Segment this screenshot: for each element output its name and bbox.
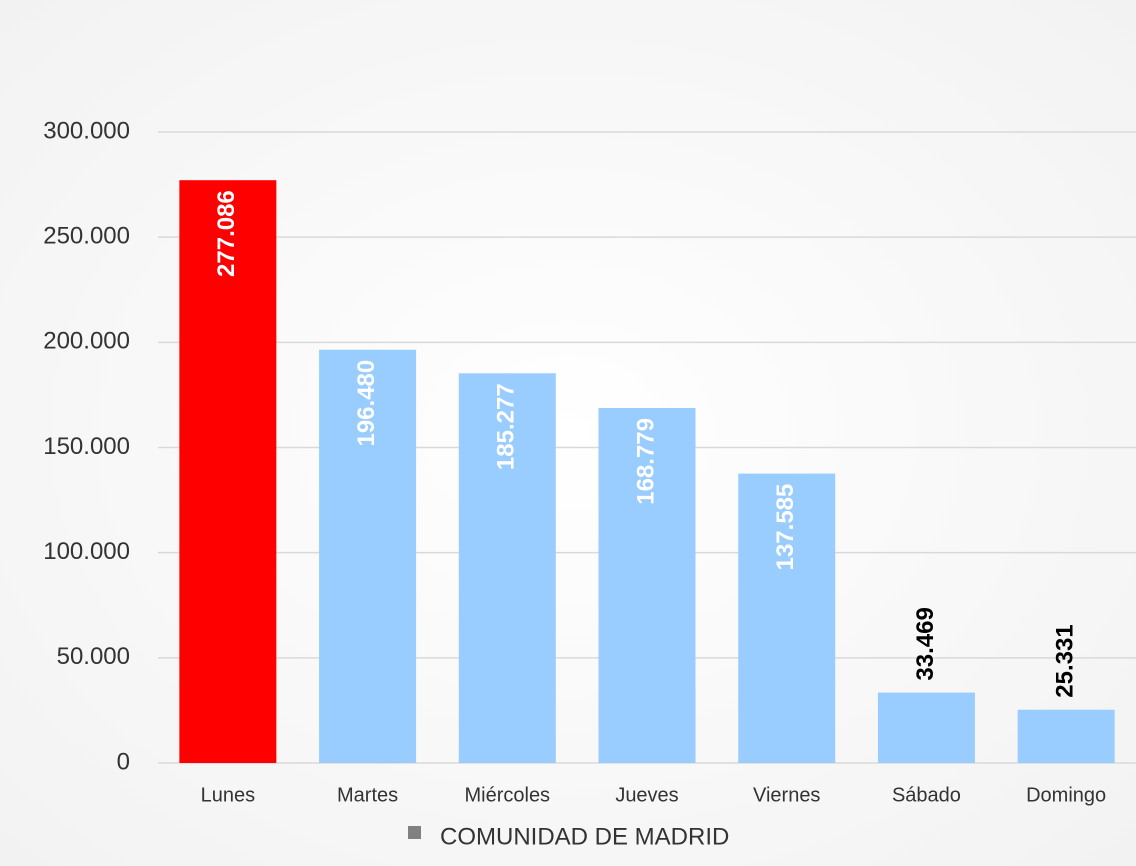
data-label: 137.585 [772,484,799,571]
data-label: 33.469 [912,607,939,680]
x-tick-label: Lunes [201,784,256,806]
y-tick-label: 0 [117,748,130,775]
bar [319,349,417,763]
y-tick-label: 200.000 [43,328,130,355]
data-label: 196.480 [353,360,380,447]
y-tick-label: 300.000 [43,117,130,144]
x-tick-label: Jueves [615,784,678,806]
legend-label: COMUNIDAD DE MADRID [440,823,729,850]
data-label: 185.277 [493,383,520,470]
data-label: 25.331 [1051,624,1078,697]
x-tick-label: Sábado [892,784,961,806]
x-tick-label: Viernes [753,784,820,806]
data-label: 168.779 [632,418,659,505]
bar [877,692,975,763]
y-tick-label: 100.000 [43,538,130,565]
x-tick-label: Domingo [1026,784,1106,806]
x-tick-label: Miércoles [464,784,550,806]
y-tick-label: 50.000 [57,643,130,670]
bar [598,408,696,763]
bar [458,373,556,763]
x-tick-label: Martes [337,784,398,806]
data-label: 277.086 [213,190,240,277]
bar [179,180,277,763]
y-tick-label: 250.000 [43,223,130,250]
legend-swatch [408,826,421,839]
y-tick-label: 150.000 [43,433,130,460]
bar [738,473,836,763]
bar [1017,709,1115,763]
